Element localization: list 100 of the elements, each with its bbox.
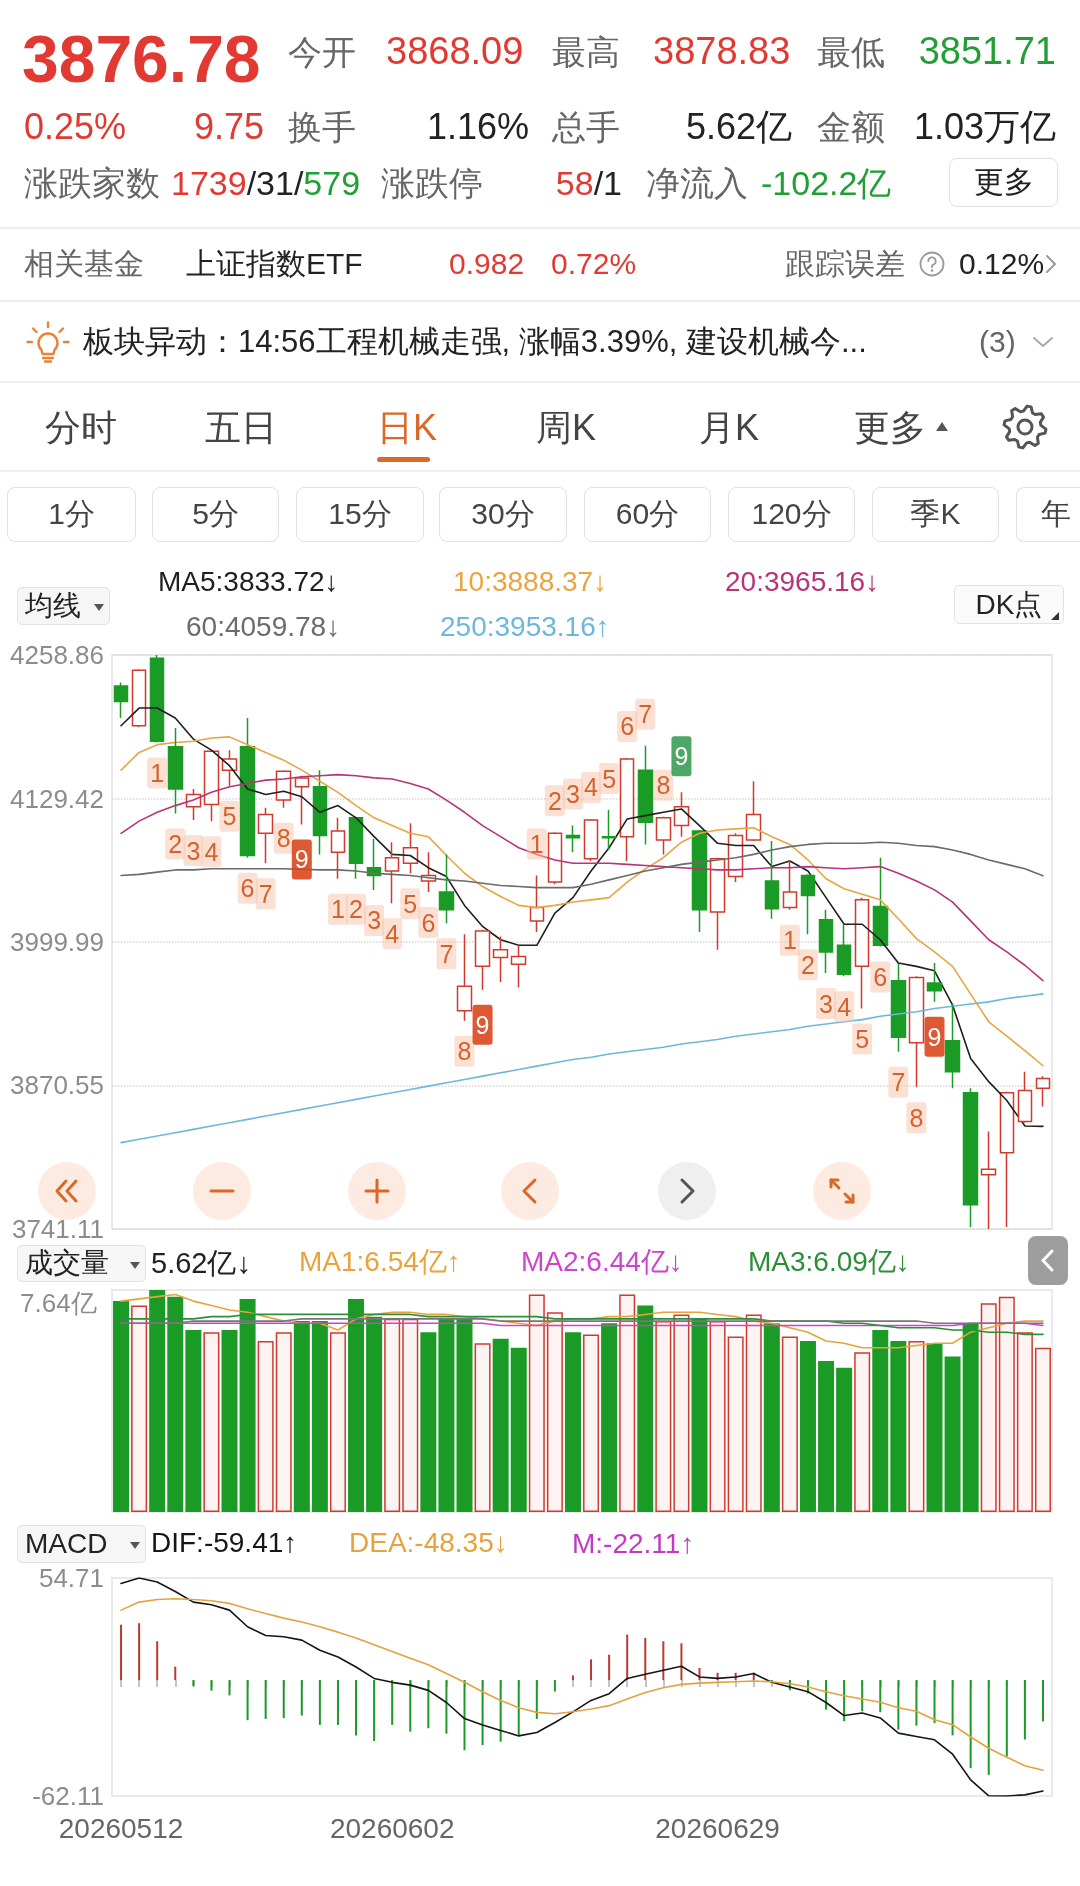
text: 3 <box>566 780 580 809</box>
text: 金额 <box>817 107 885 146</box>
text: 1 <box>150 758 165 787</box>
text: 4 <box>204 837 219 866</box>
text: 20:3965.16↓ <box>725 565 880 597</box>
chart-title: 均线 <box>25 589 81 623</box>
text: 8 <box>276 824 291 853</box>
text: 9 <box>475 1010 490 1039</box>
text: MA5:3833.72↓ <box>158 565 339 597</box>
text: 上证指数ETF <box>186 247 363 280</box>
text: 7 <box>258 879 273 908</box>
text: 9.75 <box>193 106 264 148</box>
text: M:-22.11↑ <box>572 1527 695 1561</box>
text: 7 <box>439 939 454 968</box>
x-tick-label: 20260602 <box>329 1812 455 1844</box>
text: 4 <box>385 919 400 948</box>
button: 年 <box>1016 487 1080 542</box>
text: 今开 <box>288 32 356 71</box>
text: 7.64亿 <box>20 1288 97 1320</box>
text: 周K <box>536 407 597 449</box>
text: 跟踪误差 <box>785 247 905 280</box>
text: 1 <box>529 829 544 858</box>
text: 7 <box>638 700 653 729</box>
y-tick-label: 3741.11 <box>11 1214 104 1244</box>
text: 2 <box>168 829 183 858</box>
text: 5 <box>403 889 418 918</box>
text: 8 <box>656 771 671 800</box>
button: 30分 <box>439 487 567 542</box>
text: 3 <box>819 989 833 1018</box>
text: 更多 <box>854 407 926 449</box>
text: 58 <box>555 163 594 202</box>
chart-title: 成交量 <box>25 1246 109 1280</box>
text: 3878.83 <box>653 30 791 73</box>
text: 最低 <box>817 32 885 71</box>
dropdown-button: 均线 <box>17 587 110 625</box>
y-tick-label: 3999.99 <box>10 926 104 957</box>
text: 6 <box>421 908 436 937</box>
text: 0.72% <box>551 247 637 280</box>
text: 4 <box>584 773 598 802</box>
button: 120分 <box>728 487 855 542</box>
text: DEA:-48.35↓ <box>349 1526 508 1558</box>
text: 6 <box>873 962 888 991</box>
text: 3868.09 <box>386 30 524 73</box>
text: 1.16% <box>426 106 529 148</box>
text: 10:3888.37↓ <box>453 565 608 597</box>
text: (3) <box>979 325 1016 358</box>
text: 7 <box>891 1068 906 1097</box>
text: 相关基金 <box>24 247 144 280</box>
button: 60分 <box>584 487 711 542</box>
x-tick-label: 20260629 <box>655 1812 780 1844</box>
text: 分时 <box>45 407 117 449</box>
y-tick-label: 54.71 <box>38 1563 104 1593</box>
y-tick-label: 3870.55 <box>10 1070 104 1101</box>
chart-title: MACD <box>25 1527 108 1561</box>
button: 1分 <box>7 487 136 542</box>
text: 9 <box>927 1022 942 1051</box>
text: 1 <box>331 895 345 924</box>
text: 2 <box>801 950 815 979</box>
text: 3 <box>367 906 382 935</box>
text: 5.62亿↓ <box>151 1245 251 1281</box>
text: 9 <box>674 742 689 771</box>
text: 3876.78 <box>22 22 261 97</box>
button: 15分 <box>296 487 424 542</box>
text: 5 <box>855 1025 870 1053</box>
text: 5.62亿 <box>685 106 792 148</box>
text: 最高 <box>552 32 620 71</box>
dropdown-button: MACD <box>17 1525 146 1563</box>
series-label: MA3:6.09亿↓ <box>748 1245 910 1277</box>
text: 60:4059.78↓ <box>186 610 341 642</box>
text: 涨跌停 <box>381 163 483 202</box>
button: DK点 <box>954 585 1064 624</box>
text: 579 <box>303 163 361 202</box>
text: 3851.71 <box>918 30 1056 73</box>
dropdown-button: 成交量 <box>17 1245 146 1282</box>
text: 0.982 <box>449 247 525 280</box>
text: 0.12% <box>959 247 1045 280</box>
button: 更多 <box>949 158 1058 207</box>
text: 板块异动：14:56工程机械走强, 涨幅3.39%, 建设机械今... <box>83 324 867 360</box>
text: 1.03万亿 <box>913 106 1056 148</box>
button: 5分 <box>152 487 279 542</box>
text: 0.25% <box>24 106 127 148</box>
text: 净流入 <box>646 163 748 202</box>
text: /31/ <box>246 163 304 202</box>
text: 月K <box>699 407 760 449</box>
text: 8 <box>909 1103 924 1132</box>
text: 250:3953.16↑ <box>440 610 610 642</box>
x-tick-label: 20260512 <box>58 1812 184 1844</box>
text: 2 <box>349 895 363 924</box>
text: /1 <box>593 163 622 202</box>
series-label: DIF:-59.41↑ <box>151 1526 298 1558</box>
text: 5 <box>222 802 237 831</box>
text: 6 <box>620 712 635 741</box>
text: 9 <box>294 845 309 874</box>
text: 换手 <box>288 107 356 146</box>
text: 6 <box>240 874 255 903</box>
y-tick-label: 4129.42 <box>10 783 104 814</box>
y-tick-label: -62.11 <box>32 1781 104 1811</box>
text: 五日 <box>205 407 277 449</box>
text: 3 <box>186 836 201 865</box>
text: -102.2亿 <box>761 163 892 202</box>
